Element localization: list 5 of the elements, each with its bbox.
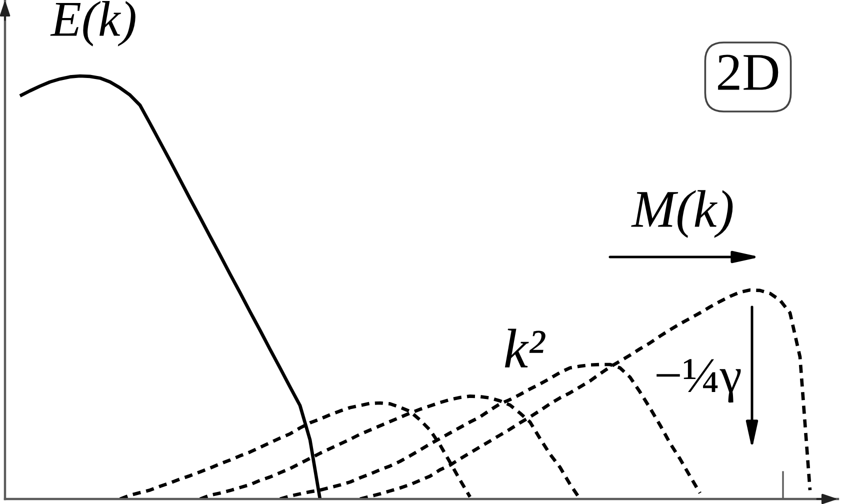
- annotation: 2D: [718, 54, 778, 90]
- annotation: M(k): [631, 190, 733, 238]
- series-label: E(k): [50, 1, 136, 46]
- annotation: k²: [504, 328, 546, 368]
- annotation: −¼γ: [656, 359, 741, 403]
